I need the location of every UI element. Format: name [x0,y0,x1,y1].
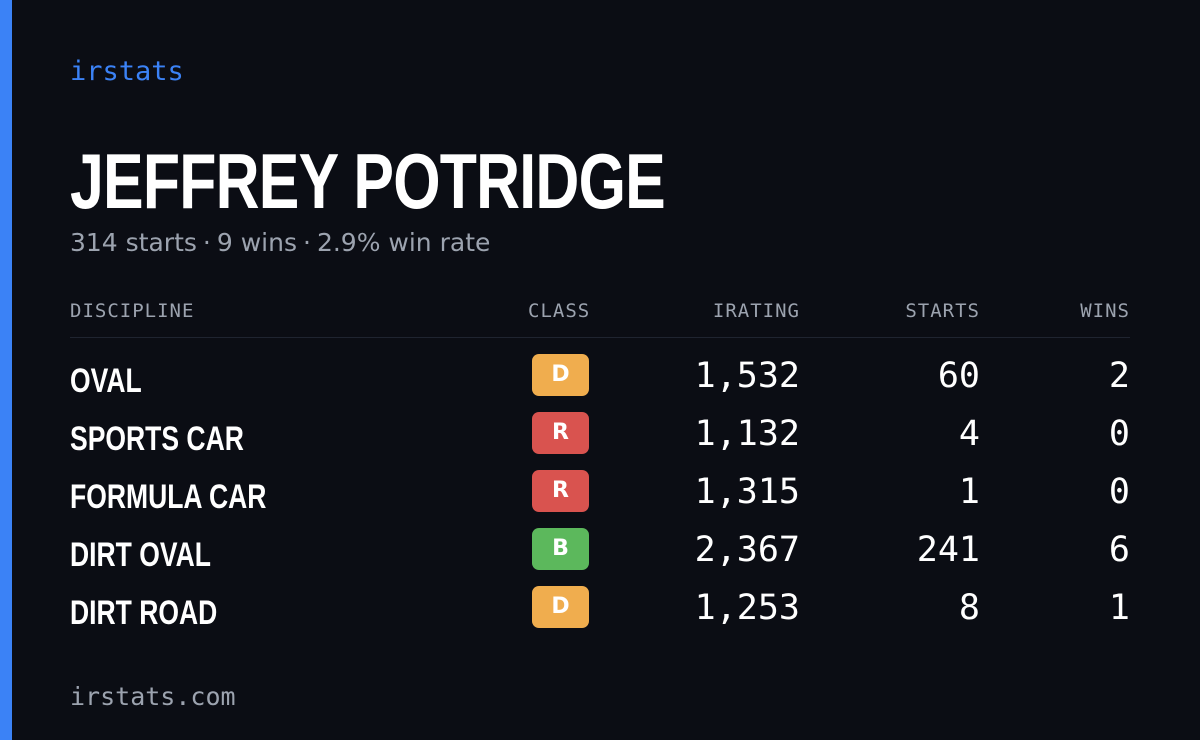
footer-url: irstats.com [70,682,236,711]
table-header: DISCIPLINE CLASS IRATING STARTS WINS [70,300,1130,338]
class-badge: D [532,354,589,396]
irating-value: 2,367 [694,530,800,570]
wins-value: 6 [1108,530,1130,570]
wins-value: 0 [1108,472,1130,512]
class-badge: R [532,412,589,454]
discipline-name: FORMULA CAR [70,478,267,516]
header-class: CLASS [528,300,591,322]
table-body: OVAL D 1,532 60 2 SPORTS CAR R 1,132 4 0… [70,350,1130,640]
wins-value: 1 [1108,588,1130,628]
discipline-name: DIRT OVAL [70,536,211,574]
accent-bar [0,0,12,740]
starts-summary: 314 starts [70,228,197,257]
discipline-name: SPORTS CAR [70,420,244,458]
starts-value: 8 [958,588,980,628]
table-row: DIRT ROAD D 1,253 8 1 [70,582,1130,640]
irating-value: 1,132 [694,414,800,454]
starts-value: 4 [958,414,980,454]
irating-value: 1,253 [694,588,800,628]
starts-value: 1 [958,472,980,512]
player-name: JEFFREY POTRIDGE [70,137,666,225]
header-starts: STARTS [905,300,980,322]
table-row: DIRT OVAL B 2,367 241 6 [70,524,1130,582]
stats-card: irstats JEFFREY POTRIDGE 314 starts · 9 wi… [70,0,1130,740]
player-summary: 314 starts · 9 wins · 2.9% win rate [70,228,490,257]
table-row: OVAL D 1,532 60 2 [70,350,1130,408]
discipline-name: DIRT ROAD [70,594,218,632]
class-badge: B [532,528,589,570]
starts-value: 60 [937,356,980,396]
class-badge: R [532,470,589,512]
wins-value: 2 [1108,356,1130,396]
table-row: SPORTS CAR R 1,132 4 0 [70,408,1130,466]
separator: · [303,228,311,257]
irating-value: 1,315 [694,472,800,512]
header-wins: WINS [1080,300,1130,322]
discipline-name: OVAL [70,362,142,400]
header-irating: IRATING [712,300,800,322]
wins-value: 0 [1108,414,1130,454]
brand-logo: irstats [70,56,184,87]
separator: · [202,228,211,257]
header-discipline: DISCIPLINE [70,300,195,322]
irating-value: 1,532 [694,356,800,396]
starts-value: 241 [916,530,980,570]
class-badge: D [532,586,589,628]
win-rate-summary: 2.9% win rate [316,228,491,257]
wins-summary: 9 wins [216,228,297,257]
table-row: FORMULA CAR R 1,315 1 0 [70,466,1130,524]
